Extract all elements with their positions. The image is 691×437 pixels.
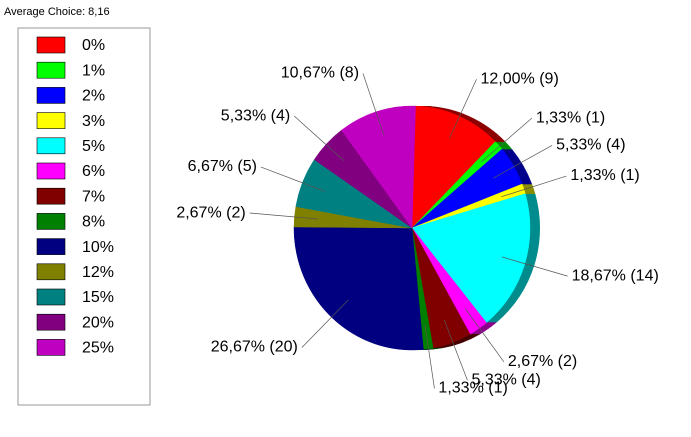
legend-label: 2% <box>82 88 105 105</box>
slice-label: 5,33% (4) <box>471 372 540 389</box>
slice-label: 26,67% (20) <box>211 339 298 356</box>
slice-label: 6,67% (5) <box>188 158 257 175</box>
legend-label: 25% <box>82 340 114 357</box>
legend-label: 20% <box>82 314 114 331</box>
slice-label: 1,33% (1) <box>536 109 605 126</box>
chart-title: Average Choice: 8,16 <box>4 6 110 18</box>
legend-swatch <box>36 263 66 281</box>
legend-swatch <box>36 238 66 255</box>
leader-line <box>260 166 325 192</box>
legend-label: 0% <box>82 37 105 54</box>
legend-label: 15% <box>82 289 114 306</box>
legend-label: 3% <box>82 113 105 130</box>
legend-label: 6% <box>82 163 105 180</box>
leader-line <box>301 299 349 348</box>
slice-label: 12,00% (9) <box>481 70 559 87</box>
leader-line <box>249 212 319 220</box>
leader-line <box>424 324 435 389</box>
leader-line <box>502 256 568 277</box>
slice <box>341 105 416 229</box>
slice <box>411 105 496 229</box>
leader-line <box>293 115 345 161</box>
legend-label: 7% <box>82 188 105 205</box>
legend-swatch <box>36 36 66 54</box>
slice-label: 18,67% (14) <box>572 267 659 284</box>
leader-line <box>501 175 567 198</box>
legend-swatch <box>36 112 66 129</box>
legend-swatch <box>36 288 66 306</box>
leader-line <box>443 319 468 381</box>
legend-label: 5% <box>82 138 105 155</box>
legend-swatch <box>36 87 66 104</box>
slice <box>293 226 424 351</box>
legend-swatch <box>36 61 66 79</box>
legend-swatch <box>36 137 66 155</box>
slice-label: 10,67% (8) <box>281 65 359 82</box>
legend-label: 10% <box>82 239 114 256</box>
slice-label: 5,33% (4) <box>556 137 625 154</box>
leader-line <box>362 73 384 136</box>
leader-line <box>493 144 553 179</box>
legend-label: 8% <box>82 214 105 231</box>
legend-swatch <box>36 213 66 230</box>
legend-swatch <box>36 162 66 180</box>
slice-label: 2,67% (2) <box>176 204 245 221</box>
slice-label: 5,33% (4) <box>221 107 290 124</box>
leader-line <box>449 79 477 139</box>
slice-label: 1,33% (1) <box>438 380 507 397</box>
legend-label: 1% <box>82 62 105 79</box>
slice-label: 2,67% (2) <box>508 353 577 370</box>
legend-label: 12% <box>82 264 114 281</box>
legend-swatch <box>36 313 66 331</box>
leader-line <box>481 117 533 163</box>
slice-label: 1,33% (1) <box>570 167 639 184</box>
legend-swatch <box>36 187 66 205</box>
legend-swatch <box>36 339 66 356</box>
leader-line <box>464 308 505 363</box>
slice <box>411 193 531 324</box>
